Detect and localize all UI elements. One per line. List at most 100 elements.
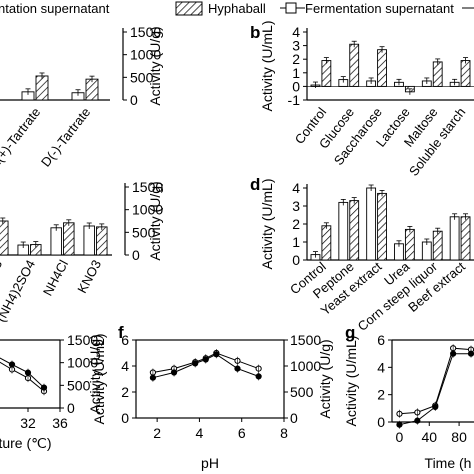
- legend-hatch-swatch: [175, 1, 203, 16]
- bar-hyphaball: [349, 43, 360, 87]
- bar-hyphaball: [404, 228, 415, 261]
- bar-hyphaball: [377, 192, 387, 261]
- line-hyphaball: [399, 353, 471, 426]
- x-category-label: D(-)-Tartrate: [38, 105, 93, 170]
- y-axis-title: Activity (U/mL): [259, 179, 275, 270]
- y2-tick-label: 0: [290, 410, 298, 426]
- y-tick-label: 0: [292, 252, 300, 268]
- y-tick-label: 2: [292, 51, 300, 67]
- x-tick-label: 6: [238, 425, 246, 441]
- legend-label-3: Fermentation supernatant: [305, 1, 454, 16]
- y2-tick-label: 500: [290, 384, 314, 400]
- y-tick-label: 1500: [67, 332, 98, 348]
- panel-g: 0 2 4 6 Activity (U/mL) 0 40 80 Time (h: [343, 332, 474, 471]
- x-tick-label: 2: [153, 425, 161, 441]
- x-tick-label: 0: [396, 429, 404, 445]
- bar-supernatant: [83, 225, 95, 256]
- y-tick-label: 0: [67, 400, 75, 416]
- x-tick-label: 8: [280, 425, 288, 441]
- panel-label-d: d: [250, 175, 260, 194]
- y-tick-label: 2: [121, 384, 129, 400]
- bar-hyphaball: [460, 216, 471, 261]
- y-tick-label: 1000: [132, 202, 163, 218]
- bar-hyphaball: [377, 49, 387, 87]
- y-tick-label: 3: [292, 38, 300, 54]
- plot-frame: [135, 339, 285, 419]
- y-tick-label: 1500: [130, 24, 161, 40]
- bar-supernatant: [366, 187, 377, 261]
- panel-f: 0 2 4 6 Activity (U/mL) 0 500 1000 1500Activity …: [91, 332, 333, 471]
- legend-square-swatch: [285, 2, 297, 14]
- bar-hyphaball: [85, 78, 99, 101]
- panel-label-f: f: [118, 323, 124, 342]
- x-category-label: KNO3: [74, 257, 104, 295]
- y-tick-label: 500: [67, 377, 91, 393]
- y-tick-label: 4: [292, 24, 300, 40]
- y-tick-label: 2: [292, 216, 300, 232]
- y-tick-label: 500: [130, 69, 154, 85]
- bar-hyphaball: [460, 60, 471, 87]
- y-tick-label: 1: [292, 65, 300, 81]
- x-category-label: NO3: [0, 257, 5, 288]
- x-axis-title: pH: [201, 455, 219, 471]
- x-axis-title: Time (h: [425, 455, 472, 471]
- y-tick-label: 1: [292, 234, 300, 250]
- y-tick-label: 4: [292, 180, 300, 196]
- y2-axis-title: Activity (U/g): [317, 339, 333, 418]
- bar-hyphaball: [0, 220, 9, 256]
- bar-hyphaball: [96, 226, 108, 256]
- y-tick-label: -1: [288, 92, 301, 108]
- panel-label-b: b: [250, 23, 260, 42]
- x-tick-label: 4: [196, 425, 204, 441]
- y2-tick-label: 1000: [290, 358, 321, 374]
- bar-hyphaball: [321, 225, 332, 261]
- y-axis-title: Activity (U/g): [87, 334, 103, 413]
- legend-label-2: Hyphaball: [208, 1, 266, 16]
- legend-label-1: ntation supernatant: [0, 1, 110, 16]
- y2-tick-label: 1500: [290, 332, 321, 348]
- y-tick-label: 0: [130, 92, 138, 108]
- y-axis-title: Activity (U/g): [147, 26, 163, 105]
- y-tick-label: 0: [377, 414, 385, 430]
- x-category-label: (NH4)2SO4: [0, 257, 38, 324]
- y-tick-label: 0: [121, 410, 129, 426]
- y-axis-title: Activity (U/mL): [343, 336, 359, 427]
- y-tick-label: 1000: [67, 355, 98, 371]
- y-tick-label: 1000: [130, 47, 161, 63]
- bar-hyphaball: [432, 230, 443, 261]
- y-axis-title: Activity (U/g): [147, 181, 163, 260]
- y-axis-title: Activity (U/mL): [259, 21, 275, 112]
- y-tick-label: 2: [377, 387, 385, 403]
- x-tick-label: 36: [52, 415, 68, 431]
- bar-hyphaball: [63, 222, 75, 256]
- bar-supernatant: [50, 227, 62, 256]
- x-tick-label: 32: [20, 415, 36, 431]
- y-tick-label: 3: [292, 198, 300, 214]
- y-tick-label: 4: [121, 358, 129, 374]
- line-supernatant: [0, 361, 45, 392]
- y-axis-title: Activity (U/mL): [91, 334, 107, 425]
- y-tick-label: 0: [292, 78, 300, 94]
- line-hyphaball: [0, 357, 45, 388]
- x-tick-label: 80: [451, 429, 467, 445]
- y-tick-label: 0: [132, 247, 140, 263]
- y-tick-label: 6: [377, 332, 385, 348]
- legend: ntation supernatant Hyphaball Fermentati…: [0, 1, 474, 16]
- y-tick-label: 1500: [132, 179, 163, 195]
- bar-supernatant: [449, 216, 460, 261]
- bar-hyphaball: [349, 200, 360, 261]
- y-tick-label: 6: [121, 332, 129, 348]
- x-axis-title: ture (℃): [0, 435, 52, 451]
- panel-label-g: g: [345, 323, 355, 342]
- bar-hyphaball: [432, 61, 443, 87]
- x-category-label: NH4Cl: [40, 257, 71, 298]
- x-tick-label: 40: [421, 429, 437, 445]
- y-tick-label: 500: [132, 224, 156, 240]
- bar-hyphaball: [35, 75, 49, 101]
